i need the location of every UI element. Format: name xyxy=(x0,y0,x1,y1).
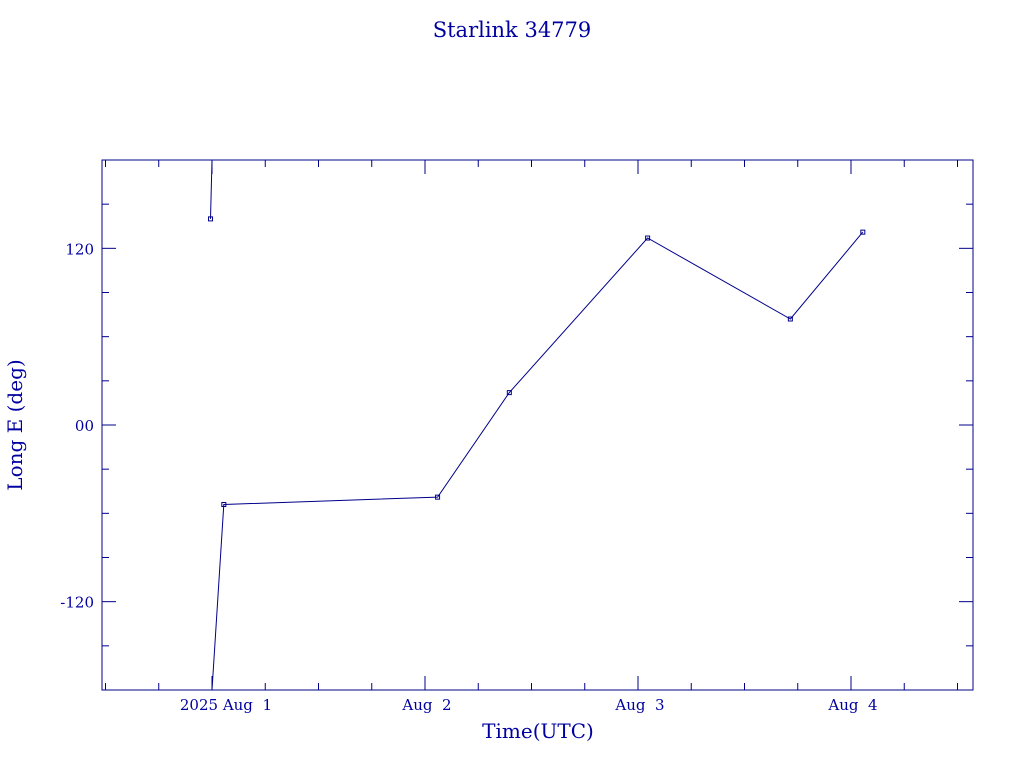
data-point xyxy=(787,316,793,322)
y-tick-label: 00 xyxy=(75,417,94,435)
y-axis-label: Long E (deg) xyxy=(3,359,27,490)
series-line xyxy=(210,159,213,219)
data-point xyxy=(435,494,441,500)
y-tick-label: 120 xyxy=(65,240,94,258)
x-tick-label: Aug 3 xyxy=(614,696,664,714)
x-axis: 2025 Aug 1 Aug 2 Aug 3 Aug 4 xyxy=(105,160,958,714)
y-axis: 120 00 -120 xyxy=(60,203,973,647)
x-axis-label: Time(UTC) xyxy=(482,719,594,743)
plot-frame xyxy=(101,159,974,691)
data-point xyxy=(221,502,227,507)
x-tick-label: Aug 2 xyxy=(401,696,451,714)
y-tick-label: -120 xyxy=(60,594,94,612)
data-point xyxy=(208,216,214,222)
series-line xyxy=(211,231,864,691)
series-layer xyxy=(208,159,866,691)
data-point xyxy=(860,229,866,235)
x-tick-label: Aug 4 xyxy=(827,696,877,714)
x-tick-label: 2025 Aug 1 xyxy=(180,696,272,714)
data-point xyxy=(506,390,512,396)
data-point xyxy=(645,235,651,241)
chart-title: Starlink 34779 xyxy=(433,18,592,42)
